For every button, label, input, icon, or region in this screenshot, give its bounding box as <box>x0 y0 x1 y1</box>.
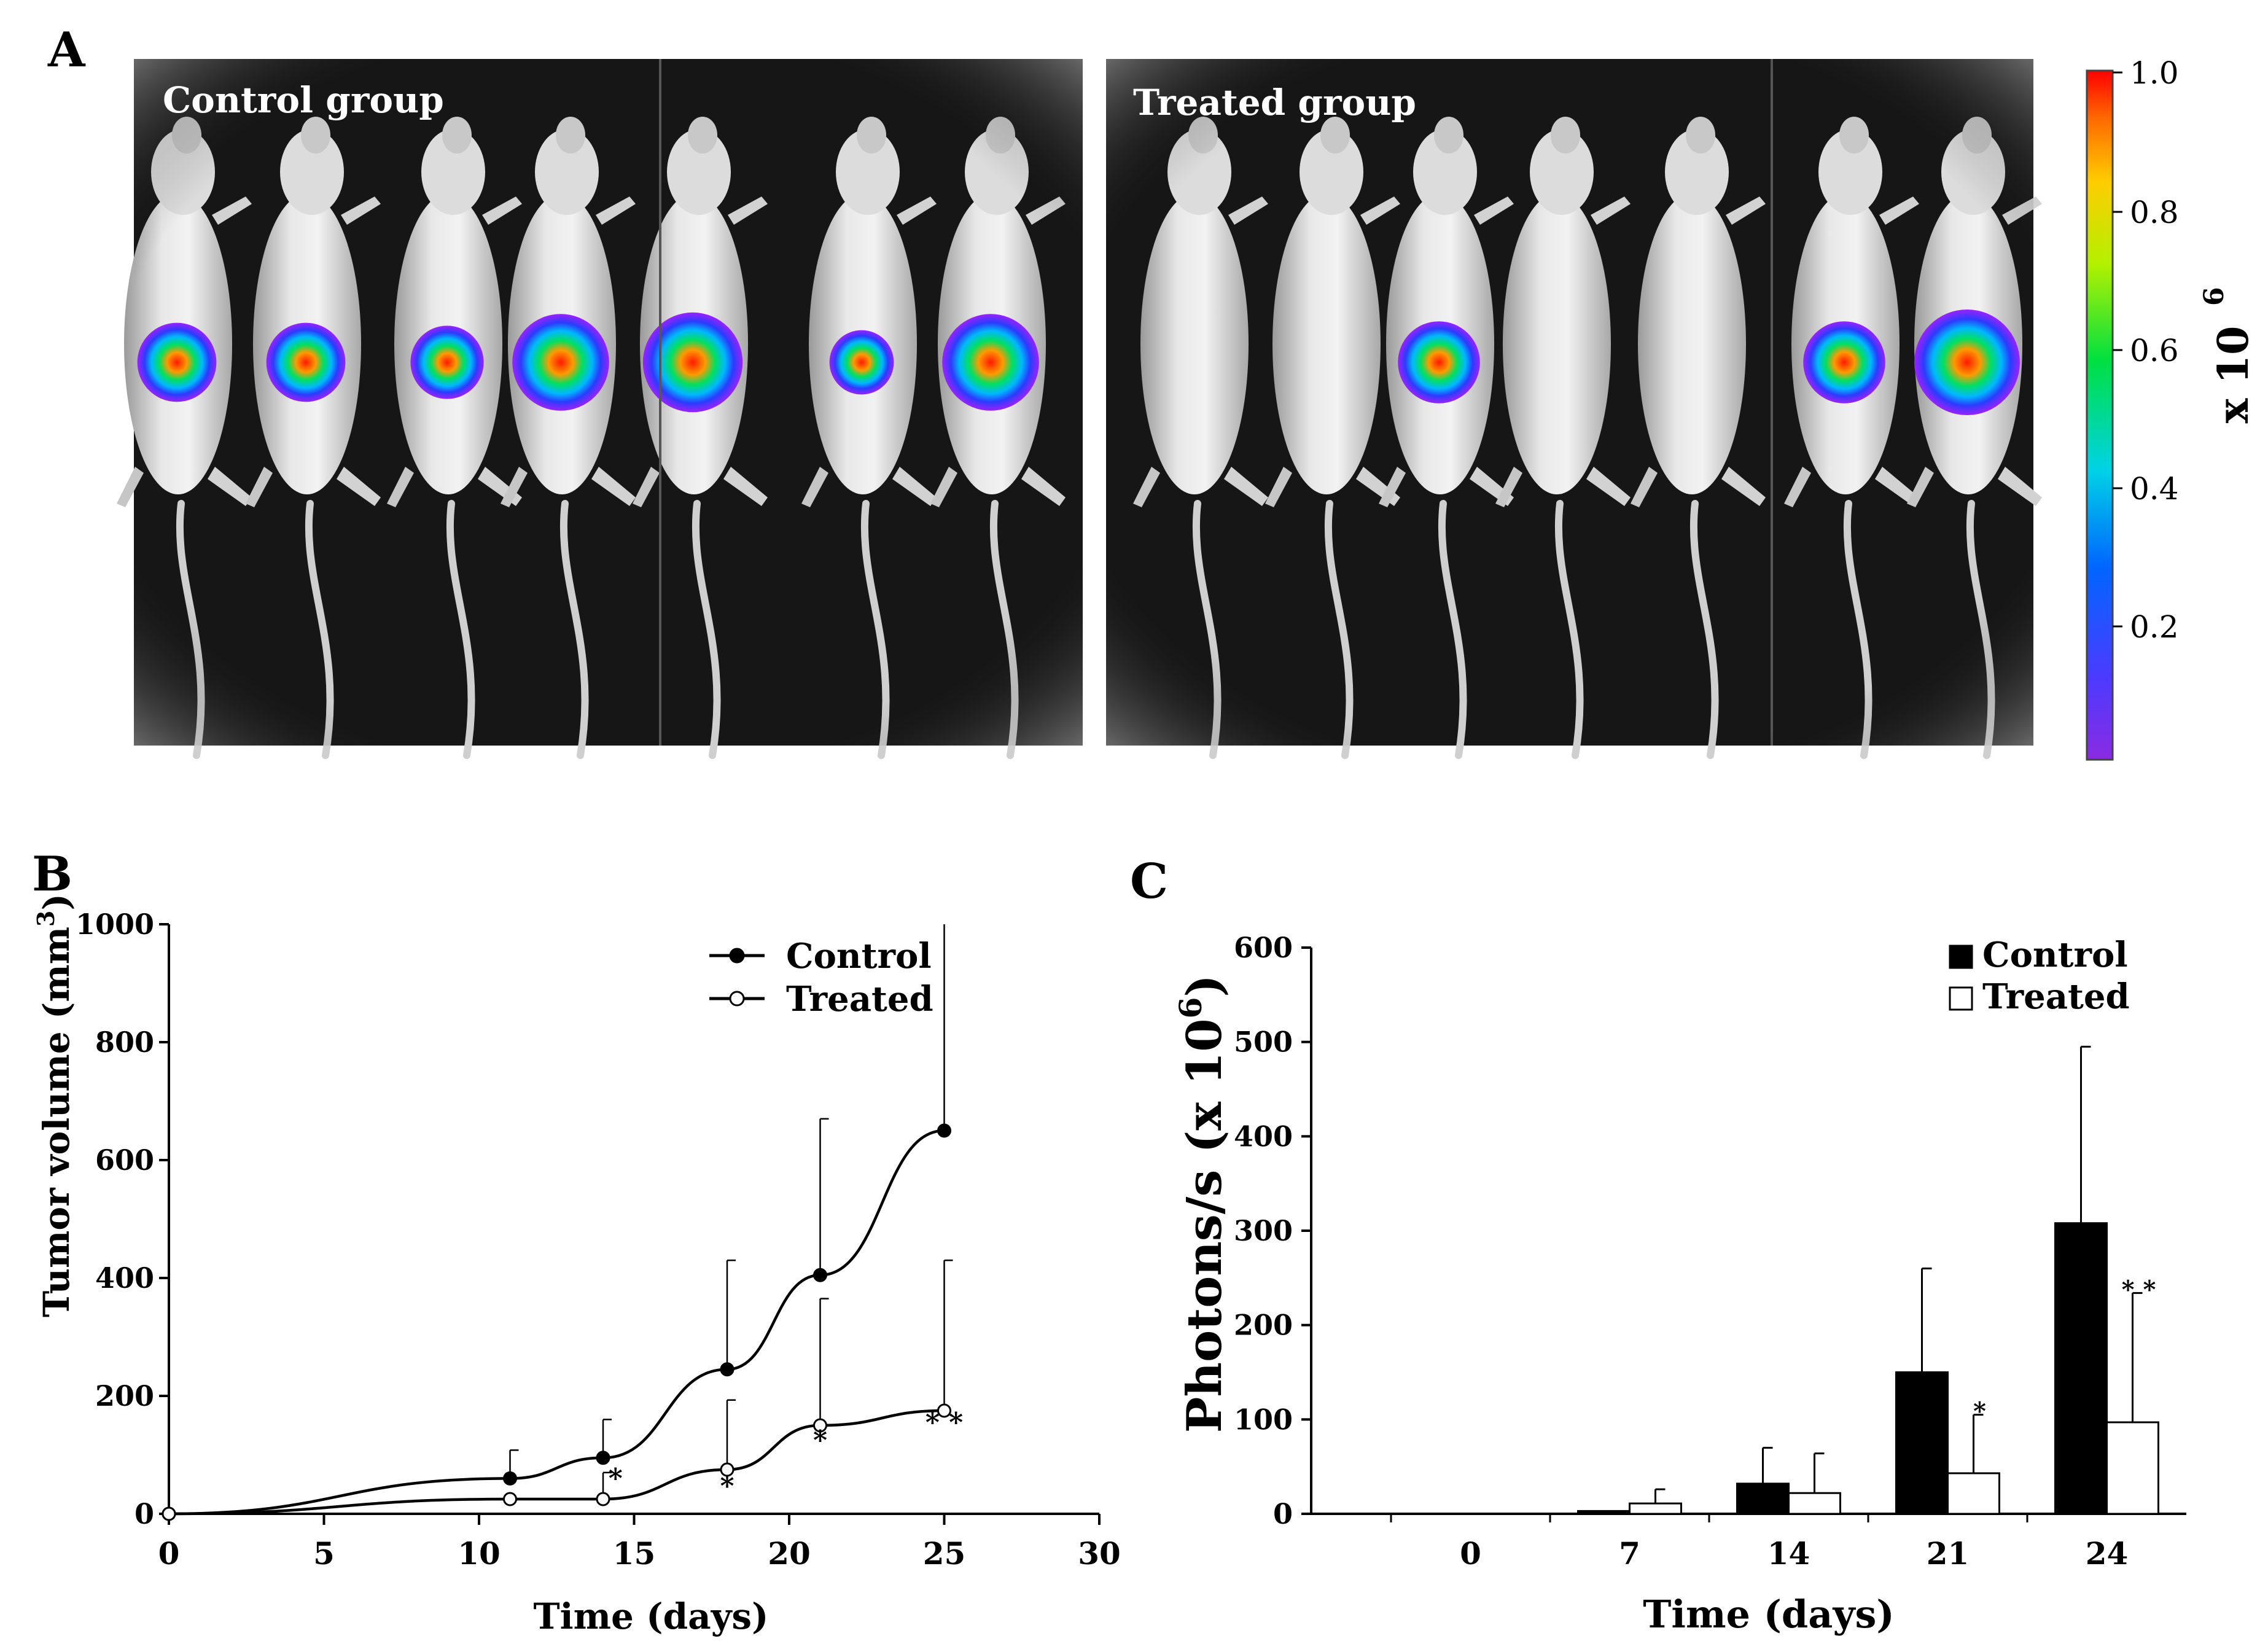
y-tick-label: 400 <box>1234 1120 1293 1153</box>
y-tick-label: 0 <box>134 1497 154 1530</box>
photon-flux-chart: 0 100 200 300 400 500 600 0 7 14 21 24 * * * Control… <box>1172 931 2186 1637</box>
bar-control <box>1577 1510 1631 1515</box>
x-tick-label: 14 <box>1767 1535 1810 1572</box>
colorbar-gradient <box>2086 69 2114 761</box>
tumor-volume-chart: 0 5 10 15 20 25 30 0 200 400 600 800 1000 * * * * * Con… <box>32 894 1121 1637</box>
data-point <box>720 1462 735 1477</box>
y-tick-label: 100 <box>1234 1403 1293 1436</box>
y-tick-label: 300 <box>1234 1214 1293 1247</box>
series-line <box>168 1409 945 1516</box>
y-tick-label: 1000 <box>76 908 154 941</box>
y-axis-title: Tumor volume (mm3) <box>32 894 77 1317</box>
x-axis-title: Time (days) <box>533 1596 768 1637</box>
colorbar-tick-label: 0.2 <box>2130 609 2179 645</box>
series-line <box>168 1129 945 1516</box>
y-tick-label: 400 <box>95 1261 154 1295</box>
data-point <box>720 1362 735 1377</box>
svg-text:Photons/s (x 106): Photons/s (x 106) <box>1172 975 1233 1433</box>
colorbar-tick-label: 1.0 <box>2130 55 2179 91</box>
treated-group-photo: Treated group <box>1106 59 2042 759</box>
series-treated <box>162 1259 953 1521</box>
control-group-label: Control group <box>163 79 444 121</box>
panel-c-label: C <box>1130 854 1168 910</box>
treated-group-label: Treated group <box>1133 82 1416 123</box>
x-tick-label: 24 <box>2086 1535 2129 1572</box>
colorbar-tick-label: 0.8 <box>2130 195 2179 230</box>
series-control <box>162 924 951 1521</box>
x-tick-label: 20 <box>768 1535 811 1572</box>
data-point <box>596 1451 610 1465</box>
colorbar-tick-label: 0.6 <box>2130 333 2179 368</box>
legend-label: Control <box>1982 935 2128 975</box>
x-tick-label: 0 <box>158 1535 180 1572</box>
colorbar-exponent: 6 <box>2199 287 2230 306</box>
y-tick-label: 600 <box>95 1144 154 1177</box>
x-axis-title: Time (days) <box>1643 1592 1894 1637</box>
legend-marker <box>729 991 745 1007</box>
y-tick-label: 200 <box>1234 1309 1293 1342</box>
significance-marker: * <box>609 1463 623 1494</box>
data-point <box>503 1471 517 1486</box>
panel-b-label: B <box>32 846 72 902</box>
data-point <box>813 1268 827 1282</box>
data-point <box>503 1492 517 1506</box>
bar-treated <box>1629 1502 1682 1515</box>
x-tick-label: 7 <box>1619 1535 1640 1572</box>
x-tick-label: 0 <box>1460 1535 1481 1572</box>
significance-marker: * <box>813 1425 827 1456</box>
y-tick-label: 600 <box>1234 931 1293 964</box>
bar-control <box>2054 1222 2108 1515</box>
legend-marker <box>729 948 745 964</box>
y-tick-label: 800 <box>95 1026 154 1059</box>
data-point <box>813 1418 827 1433</box>
y-axis-title: Photons/s (x 106) <box>1172 975 1233 1433</box>
data-point <box>162 1506 176 1521</box>
colorbar-tick-label: 0.4 <box>2130 471 2179 507</box>
legend-label: Treated <box>1982 976 2130 1017</box>
x-tick-label: 21 <box>1927 1535 1970 1572</box>
panel-a-label: A <box>47 22 86 78</box>
legend-swatch <box>1949 986 1973 1011</box>
legend-label: Treated <box>786 979 933 1019</box>
y-tick-label: 500 <box>1234 1026 1293 1059</box>
bar-treated <box>1788 1492 1841 1515</box>
significance-marker: * <box>1973 1397 1986 1426</box>
y-tick-label: 200 <box>95 1379 154 1412</box>
x-tick-label: 25 <box>923 1535 966 1572</box>
legend-swatch <box>1949 945 1973 969</box>
colorbar: 1.0 0.8 0.6 0.4 0.2 x 10 6 <box>2086 55 2258 761</box>
x-tick-label: 10 <box>458 1535 501 1572</box>
svg-text:Tumor volume (mm3): Tumor volume (mm3) <box>32 894 77 1317</box>
data-point <box>937 1403 951 1418</box>
bar-treated <box>2106 1421 2159 1515</box>
significance-marker: * <box>720 1471 734 1502</box>
legend-label: Control <box>786 936 932 976</box>
y-tick-label: 0 <box>1273 1497 1293 1530</box>
control-group-photo: Control group <box>117 59 1083 759</box>
significance-marker: * * <box>2122 1275 2156 1304</box>
bar-control <box>1895 1371 1949 1515</box>
significance-marker: * * <box>926 1407 963 1438</box>
bar-control <box>1736 1483 1790 1515</box>
x-tick-label: 15 <box>613 1535 656 1572</box>
data-point <box>937 1123 951 1138</box>
x-tick-label: 30 <box>1078 1535 1121 1572</box>
bar-treated <box>1947 1472 2000 1515</box>
data-point <box>596 1492 610 1506</box>
x-tick-label: 5 <box>313 1535 335 1572</box>
colorbar-multiplier: x 10 <box>2209 326 2258 424</box>
